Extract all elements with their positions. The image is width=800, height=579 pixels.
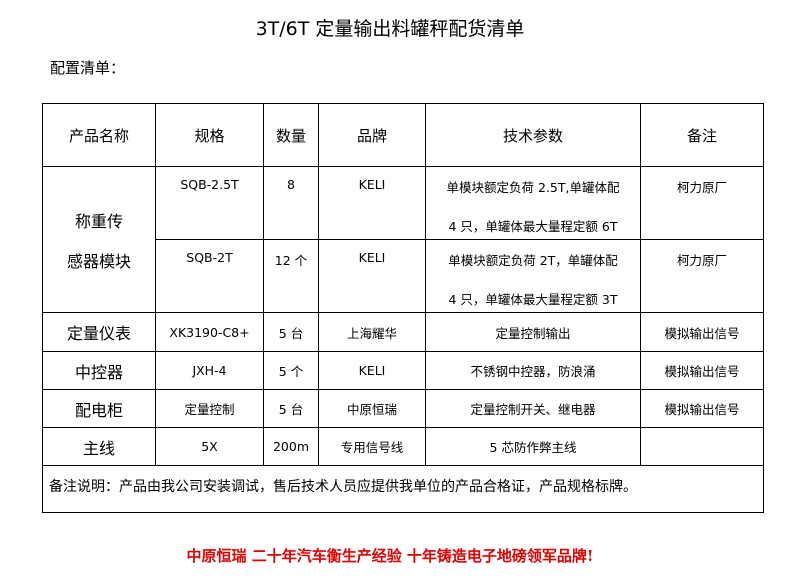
- brand: 上海耀华: [318, 312, 426, 352]
- note: 模拟输出信号: [640, 312, 764, 352]
- header-cell: 产品名称: [42, 103, 156, 167]
- spec: 定量控制: [155, 389, 264, 428]
- note: 柯力原厂: [640, 166, 764, 240]
- product-name: 定量仪表: [42, 312, 156, 352]
- tech: 不锈钢中控器，防浪涌: [425, 351, 641, 390]
- spec: SQB-2.5T: [155, 166, 264, 240]
- product-name: 主线: [42, 427, 156, 466]
- tech: 定量控制输出: [425, 312, 641, 352]
- table-row: SQB-2T 12 个 KELI 单模块额定负荷 2T，单罐体配 4 只，单罐体最…: [43, 239, 764, 313]
- name-line: 称重传: [74, 211, 123, 231]
- tech-line: 单模块额定负荷 2.5T,单罐体配: [446, 180, 620, 195]
- spec: 5X: [155, 427, 264, 466]
- remarks-row: 备注说明：产品由我公司安装调试，售后技术人员应提供我单位的产品合格证，产品规格标…: [42, 465, 764, 513]
- brand: 专用信号线: [318, 427, 426, 466]
- brand: KELI: [318, 166, 426, 240]
- product-name: 中控器: [42, 351, 156, 390]
- product-name: 配电柜: [42, 389, 156, 428]
- brand: 中原恒瑞: [318, 389, 426, 428]
- note: [640, 427, 764, 466]
- qty: 5 台: [263, 389, 319, 428]
- brand: KELI: [318, 239, 426, 313]
- table-row: 主线 5X 200m 专用信号线 5 芯防作弊主线: [42, 427, 764, 466]
- qty: 5 台: [263, 312, 319, 352]
- note: 柯力原厂: [640, 239, 764, 313]
- tech-line: 4 只，单罐体最大量程定额 3T: [448, 292, 618, 307]
- qty: 12 个: [263, 239, 319, 313]
- header-cell: 备注: [640, 103, 764, 167]
- tech: 定量控制开关、继电器: [425, 389, 641, 428]
- header-row: 产品名称 规格 数量 品牌 技术参数 备注: [42, 103, 764, 167]
- footer-slogan: 中原恒瑞 二十年汽车衡生产经验 十年铸造电子地磅领军品牌!: [186, 547, 594, 565]
- note: 模拟输出信号: [640, 389, 764, 428]
- config-list-label: 配置清单：: [50, 59, 126, 77]
- qty: 5 个: [263, 351, 319, 390]
- qty: 200m: [263, 427, 319, 466]
- header-cell: 数量: [263, 103, 319, 167]
- name-line: 感器模块: [66, 251, 131, 271]
- remarks: 备注说明：产品由我公司安装调试，售后技术人员应提供我单位的产品合格证，产品规格标…: [42, 465, 764, 513]
- spec: SQB-2T: [155, 239, 264, 313]
- spec: JXH-4: [155, 351, 264, 390]
- header-cell: 技术参数: [425, 103, 641, 167]
- table-row: 称重传感器模块 SQB-2.5T 8 KELI 单模块额定负荷 2.5T,单罐体…: [42, 166, 764, 313]
- page-title: 3T/6T 定量输出料罐秤配货清单: [255, 18, 525, 40]
- header-cell: 品牌: [318, 103, 426, 167]
- product-name: 称重传 感器模块: [42, 166, 156, 313]
- table-row: 中控器 JXH-4 5 个 KELI 不锈钢中控器，防浪涌 模拟输出信号: [42, 351, 764, 390]
- note: 模拟输出信号: [640, 351, 764, 390]
- tech-line: 4 只，单罐体最大量程定额 6T: [448, 219, 618, 234]
- tech: 单模块额定负荷 2.5T,单罐体配 4 只，单罐体最大量程定额 6T: [425, 166, 641, 240]
- header-cell: 规格: [155, 103, 264, 167]
- table-row: 定量仪表 XK3190-C8+ 5 台 上海耀华 定量控制输出 模拟输出信号: [42, 312, 764, 352]
- spec: XK3190-C8+: [155, 312, 264, 352]
- brand: KELI: [318, 351, 426, 390]
- config-table: 产品名称 规格 数量 品牌 技术参数 备注 称重传感器模块 SQB-2.5T 8…: [42, 103, 764, 513]
- table-row: 配电柜 定量控制 5 台 中原恒瑞 定量控制开关、继电器 模拟输出信号: [42, 389, 764, 428]
- tech: 5 芯防作弊主线: [425, 427, 641, 466]
- tech: 单模块额定负荷 2T，单罐体配 4 只，单罐体最大量程定额 3T: [425, 239, 641, 313]
- qty: 8: [263, 166, 319, 240]
- tech-line: 单模块额定负荷 2T，单罐体配: [448, 253, 618, 268]
